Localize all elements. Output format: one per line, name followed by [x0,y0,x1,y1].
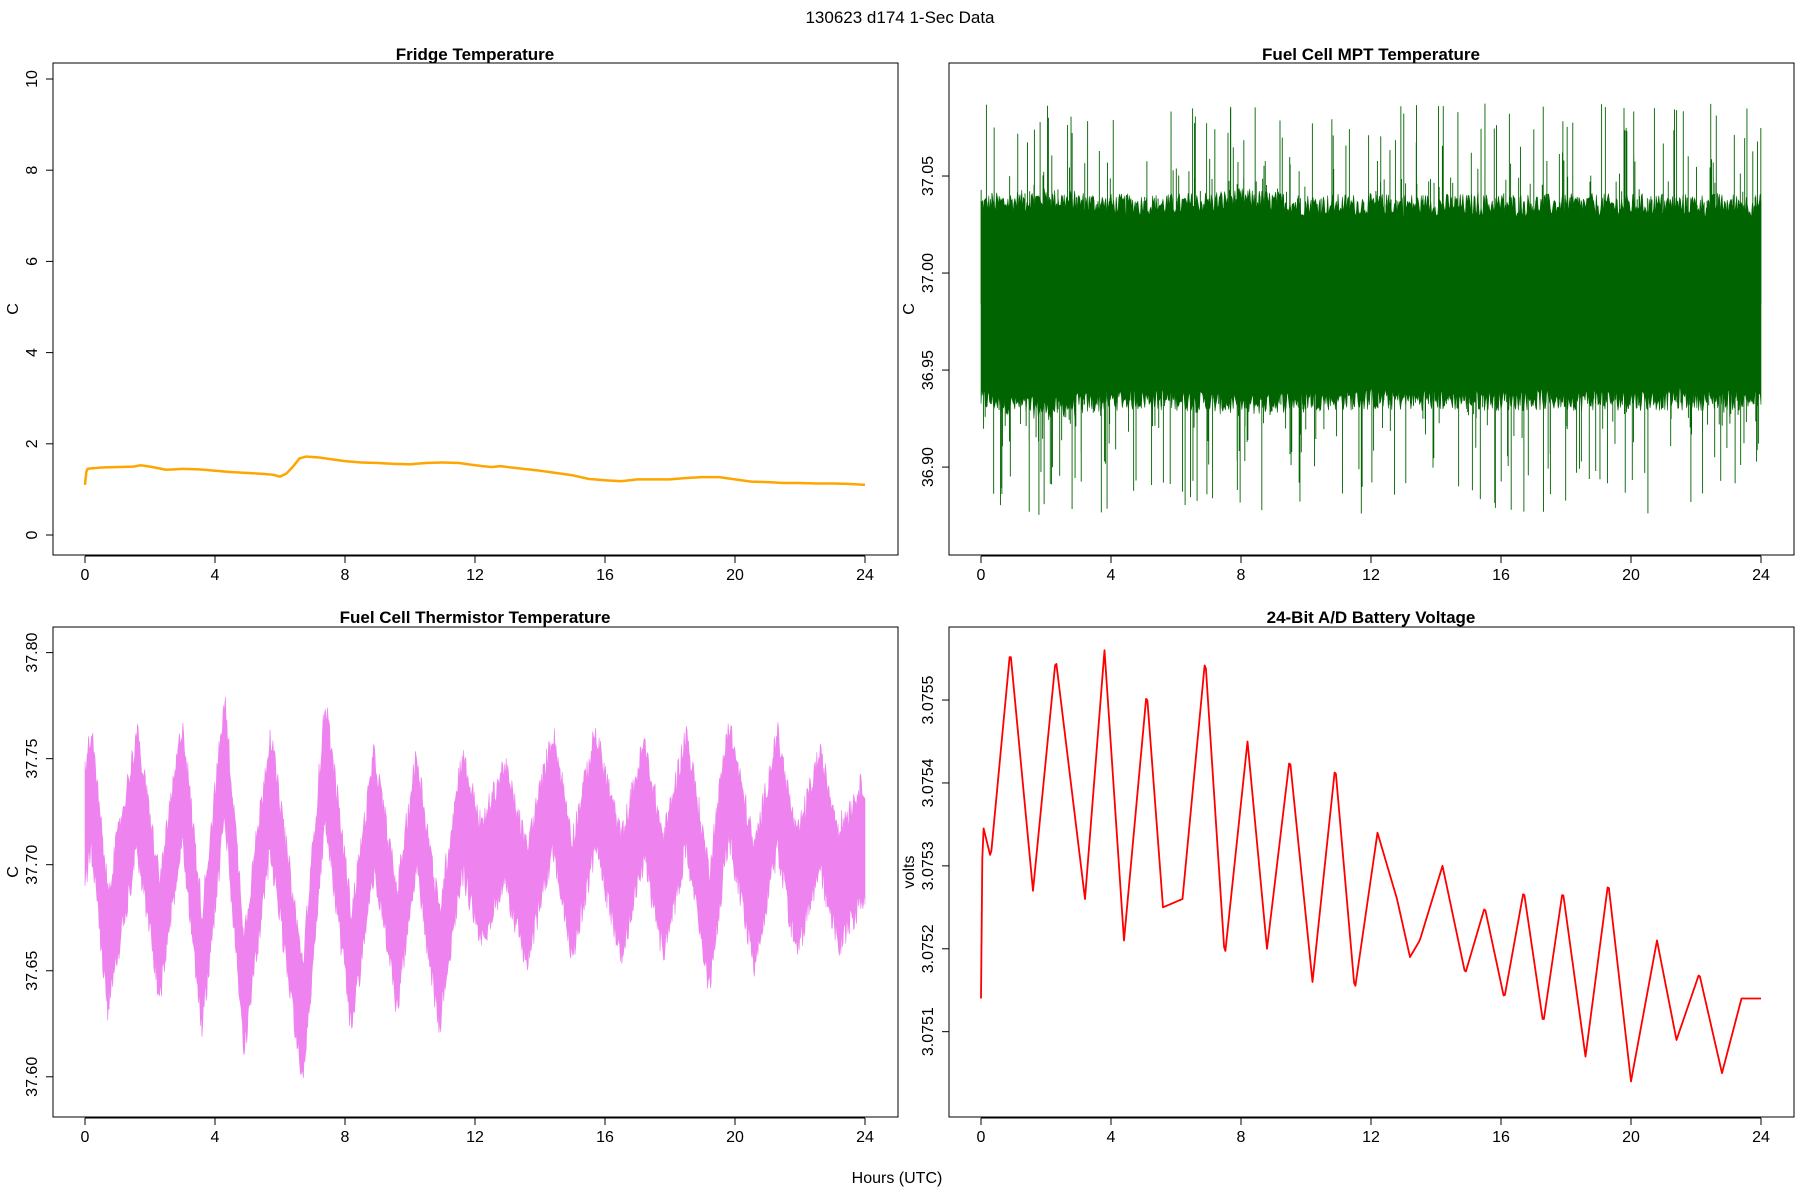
battery-voltage-x-tick-label: 24 [1752,1129,1770,1146]
fuel-cell-mpt-temperature-x-tick-label: 12 [1362,567,1380,584]
fuel-cell-mpt-temperature-y-axis: 36.90 36.95 37.00 37.05 [920,156,950,487]
fuel-cell-thermistor-temperature-marks [84,697,866,1079]
fuel-cell-thermistor-temperature-y-axis: 37.60 37.65 37.70 37.75 37.80 [24,632,54,1097]
fuel-cell-thermistor-temperature-y-tick-label: 37.80 [24,632,41,672]
battery-voltage-y-tick-label: 3.0754 [920,758,937,807]
fuel-cell-thermistor-temperature-y-tick-label: 37.75 [24,739,41,779]
fridge-temperature-y-label: C [5,303,22,315]
fridge-temperature-x-tick-label: 16 [596,567,614,584]
fuel-cell-mpt-temperature-panel: Fuel Cell MPT Temperature C 0 4 8 12 16 20 24 … [901,45,1795,584]
battery-voltage-x-tick-label: 16 [1492,1129,1510,1146]
fuel-cell-thermistor-temperature-x-tick-label: 4 [211,1129,220,1146]
fridge-temperature-x-tick-label: 12 [466,567,484,584]
fuel-cell-thermistor-temperature-y-tick-label: 37.70 [24,845,41,885]
fuel-cell-mpt-temperature-marks [980,103,1762,515]
fuel-cell-thermistor-temperature-x-tick-label: 16 [596,1129,614,1146]
fridge-temperature-x-tick-label: 8 [341,567,350,584]
fuel-cell-thermistor-temperature-y-tick-label: 37.65 [24,951,41,991]
fuel-cell-thermistor-temperature-x-tick-label: 24 [856,1129,874,1146]
fridge-temperature-y-tick-label: 10 [24,70,41,88]
fridge-temperature-x-axis: 0 4 8 12 16 20 24 [81,555,874,584]
battery-voltage-marks [980,649,1761,1083]
fridge-temperature-y-tick-label: 6 [24,257,41,266]
fuel-cell-mpt-temperature-x-tick-label: 8 [1237,567,1246,584]
fuel-cell-thermistor-temperature-y-label: C [5,866,22,878]
fuel-cell-mpt-temperature-y-tick-label: 36.90 [920,447,937,487]
battery-voltage-x-axis: 0 4 8 12 16 20 24 [977,1117,1770,1146]
battery-voltage-series-line [980,649,1761,1083]
fuel-cell-mpt-temperature-y-tick-label: 37.05 [920,156,937,196]
fuel-cell-thermistor-temperature-y-tick-label: 37.60 [24,1057,41,1097]
battery-voltage-y-axis: 3.0751 3.0752 3.0753 3.0754 3.0755 [920,675,950,1056]
fridge-temperature-x-tick-label: 24 [856,567,874,584]
battery-voltage-x-tick-label: 8 [1237,1129,1246,1146]
battery-voltage-x-tick-label: 0 [977,1129,986,1146]
battery-voltage-y-tick-label: 3.0751 [920,1007,937,1056]
fuel-cell-mpt-temperature-x-axis: 0 4 8 12 16 20 24 [977,555,1770,584]
fuel-cell-mpt-temperature-y-tick-label: 37.00 [920,253,937,293]
fuel-cell-thermistor-temperature-x-tick-label: 12 [466,1129,484,1146]
fuel-cell-mpt-temperature-series-spikes [980,103,1762,515]
fridge-temperature-y-axis: 0 2 4 6 8 10 [24,70,54,539]
fuel-cell-mpt-temperature-y-tick-label: 36.95 [920,350,937,390]
fuel-cell-mpt-temperature-x-tick-label: 0 [977,567,986,584]
fridge-temperature-y-tick-label: 4 [24,348,41,357]
fridge-temperature-y-tick-label: 8 [24,166,41,175]
battery-voltage-panel: 24-Bit A/D Battery Voltage volts 0 4 8 12 16… [901,608,1795,1146]
fridge-temperature-y-tick-label: 0 [24,530,41,539]
fridge-temperature-title: Fridge Temperature [396,45,554,64]
battery-voltage-x-tick-label: 20 [1622,1129,1640,1146]
page-title: 130623 d174 1-Sec Data [805,8,995,27]
battery-voltage-y-tick-label: 3.0753 [920,841,937,890]
fridge-temperature-series-line [83,455,866,487]
fuel-cell-thermistor-temperature-x-tick-label: 20 [726,1129,744,1146]
fuel-cell-mpt-temperature-x-tick-label: 16 [1492,567,1510,584]
fuel-cell-thermistor-temperature-panel: Fuel Cell Thermistor Temperature C 0 4 8 12… [5,608,899,1146]
battery-voltage-x-tick-label: 12 [1362,1129,1380,1146]
fuel-cell-mpt-temperature-x-tick-label: 4 [1107,567,1116,584]
fuel-cell-thermistor-temperature-series-band [84,697,866,1079]
shared-x-axis-label: Hours (UTC) [852,1170,943,1187]
fridge-temperature-y-tick-label: 2 [24,439,41,448]
fridge-temperature-x-tick-label: 4 [211,567,220,584]
battery-voltage-y-tick-label: 3.0755 [920,675,937,724]
fuel-cell-mpt-temperature-y-label: C [901,303,918,315]
fuel-cell-mpt-temperature-x-tick-label: 20 [1622,567,1640,584]
fridge-temperature-marks [83,455,866,487]
fridge-temperature-x-tick-label: 0 [81,567,90,584]
battery-voltage-x-tick-label: 4 [1107,1129,1116,1146]
battery-voltage-y-label: volts [901,856,918,889]
fuel-cell-thermistor-temperature-x-axis: 0 4 8 12 16 20 24 [81,1117,874,1146]
battery-voltage-title: 24-Bit A/D Battery Voltage [1267,608,1476,627]
fuel-cell-thermistor-temperature-x-tick-label: 8 [341,1129,350,1146]
fuel-cell-mpt-temperature-title: Fuel Cell MPT Temperature [1262,45,1480,64]
fuel-cell-thermistor-temperature-x-tick-label: 0 [81,1129,90,1146]
battery-voltage-y-tick-label: 3.0752 [920,924,937,973]
fuel-cell-mpt-temperature-x-tick-label: 24 [1752,567,1770,584]
fridge-temperature-x-tick-label: 20 [726,567,744,584]
fuel-cell-thermistor-temperature-title: Fuel Cell Thermistor Temperature [340,608,611,627]
